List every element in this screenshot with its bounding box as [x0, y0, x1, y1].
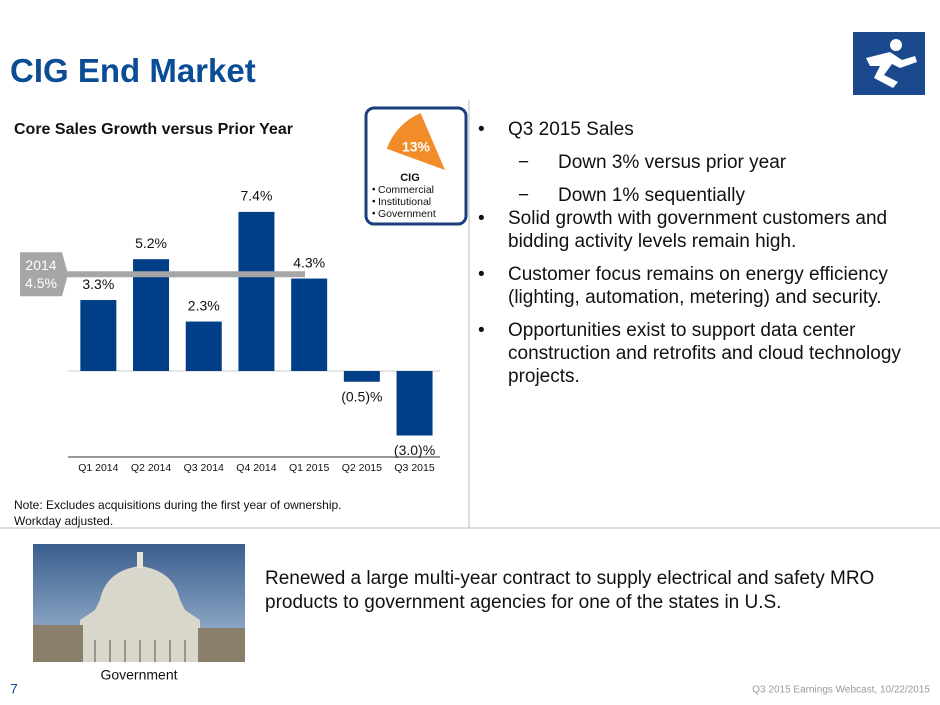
inset-bullet: •: [372, 197, 376, 208]
slide-title: CIG End Market: [10, 52, 256, 89]
bar: [343, 371, 380, 382]
inset-item: Commercial: [378, 184, 434, 196]
x-tick-label: Q2 2014: [131, 462, 171, 474]
bullet: Customer focus remains on energy efficie…: [478, 263, 918, 309]
value-label: 2.3%: [188, 297, 220, 313]
inset-wedge: [386, 113, 445, 170]
value-label: 7.4%: [240, 188, 272, 204]
bar: [133, 259, 170, 371]
x-tick-label: Q2 2015: [342, 462, 382, 474]
bar: [238, 211, 275, 371]
page-number: 7: [10, 681, 18, 697]
x-tick-label: Q4 2014: [236, 462, 276, 474]
inset-bullet: •: [372, 185, 376, 196]
x-tick-label: Q3 2014: [184, 462, 224, 474]
sub-bullet: Down 3% versus prior year: [478, 151, 918, 174]
capitol-image: [33, 544, 245, 662]
reference-tag: [20, 252, 68, 297]
value-label: 4.3%: [293, 254, 325, 270]
inset-item: Institutional: [378, 196, 431, 208]
reference-value: 4.5%: [25, 275, 57, 291]
chart-note: Note: Excludes acquisitions during the f…: [14, 497, 342, 529]
footer: Q3 2015 Earnings Webcast, 10/22/2015: [752, 685, 930, 696]
bullet: Q3 2015 Sales: [478, 118, 918, 141]
bar: [80, 300, 117, 371]
value-label: 3.3%: [82, 276, 114, 292]
note-line: Workday adjusted.: [14, 514, 114, 528]
x-tick-label: Q1 2014: [78, 462, 118, 474]
note-line: Note: Excludes acquisitions during the f…: [14, 498, 342, 512]
image-caption: Government: [100, 667, 177, 683]
x-tick-label: Q3 2015: [394, 462, 434, 474]
inset-value: 13%: [402, 139, 431, 155]
chart-title: Core Sales Growth versus Prior Year: [14, 121, 293, 138]
value-label: (0.5)%: [341, 388, 382, 404]
inset-name: CIG: [400, 172, 420, 184]
logo-icon: [866, 39, 917, 88]
bullet: Solid growth with government customers a…: [478, 207, 918, 253]
sub-bullet: Down 1% sequentially: [478, 184, 918, 207]
highlight-text: Renewed a large multi-year contract to s…: [265, 568, 875, 613]
inset-item: Government: [378, 208, 436, 220]
value-label: 5.2%: [135, 235, 167, 251]
x-tick-label: Q1 2015: [289, 462, 329, 474]
inset-bullet: •: [372, 209, 376, 220]
inset-box: [364, 106, 468, 226]
bar: [185, 321, 222, 371]
value-label: (3.0)%: [394, 442, 435, 458]
bullet: Opportunities exist to support data cent…: [478, 319, 918, 388]
reference-name: 2014: [25, 257, 56, 273]
bar: [396, 371, 433, 436]
bar: [291, 278, 328, 371]
bullet-list: Q3 2015 Sales Down 3% versus prior year Do…: [478, 118, 918, 398]
